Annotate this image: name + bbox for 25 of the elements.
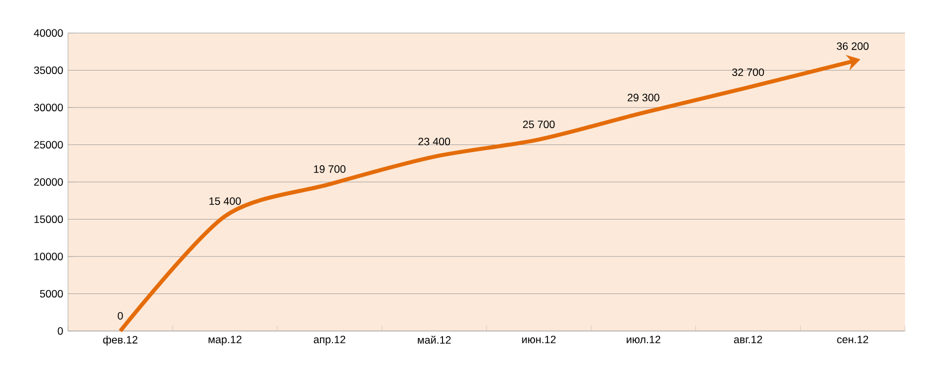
x-tick-label: июл.12 xyxy=(626,336,660,344)
x-tick-label: сен.12 xyxy=(837,336,868,344)
y-tick-label: 35000 xyxy=(34,66,63,74)
data-label: 23 400 xyxy=(418,138,450,146)
y-tick-label: 15000 xyxy=(34,215,63,224)
data-label: 36 200 xyxy=(836,42,869,50)
y-tick-label: 5000 xyxy=(40,290,63,298)
data-label: 19 700 xyxy=(314,165,346,173)
y-tick-label: 30000 xyxy=(34,104,63,112)
data-label: 29 300 xyxy=(628,94,660,102)
y-tick-label: 0 xyxy=(58,327,63,335)
x-tick-label: июн.12 xyxy=(522,336,556,344)
data-label: 15 400 xyxy=(209,197,241,205)
data-label: 0 xyxy=(118,312,123,320)
x-tick-label: май.12 xyxy=(418,336,451,344)
x-tick-label: апр.12 xyxy=(314,336,346,346)
x-tick-label: мар.12 xyxy=(208,336,242,346)
data-label: 25 700 xyxy=(523,120,555,128)
x-tick-label: авг.12 xyxy=(734,336,762,344)
y-tick-label: 10000 xyxy=(34,252,63,260)
y-tick-label: 40000 xyxy=(34,29,63,37)
x-tick-label: фев.12 xyxy=(103,336,138,346)
y-tick-label: 20000 xyxy=(34,178,63,186)
y-tick-label: 25000 xyxy=(34,140,63,149)
data-label: 32 700 xyxy=(732,68,764,76)
